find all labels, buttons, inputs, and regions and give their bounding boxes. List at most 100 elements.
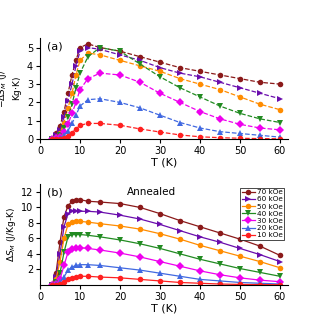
30 kOe: [138, 255, 142, 259]
Y-axis label: $\Delta S_M\ \mathrm{(J/Kg\text{-}K)}$: $\Delta S_M\ \mathrm{(J/Kg\text{-}K)}$: [5, 207, 18, 262]
40 kOe: [138, 242, 142, 246]
10 kOe: [50, 283, 54, 287]
10 kOe: [86, 274, 90, 278]
60 kOe: [218, 240, 222, 244]
50 kOe: [138, 227, 142, 231]
30 kOe: [238, 276, 242, 280]
30 kOe: [158, 260, 162, 263]
50 kOe: [70, 220, 74, 224]
70 kOe: [58, 240, 62, 244]
20 kOe: [118, 266, 122, 270]
20 kOe: [78, 263, 82, 267]
20 kOe: [278, 282, 282, 286]
30 kOe: [98, 248, 102, 252]
50 kOe: [98, 222, 102, 226]
Line: 50 kOe: 50 kOe: [49, 219, 283, 288]
70 kOe: [54, 271, 58, 275]
20 kOe: [54, 283, 58, 286]
50 kOe: [50, 283, 54, 287]
20 kOe: [198, 277, 202, 281]
60 kOe: [258, 253, 262, 257]
20 kOe: [218, 279, 222, 283]
60 kOe: [58, 252, 62, 256]
70 kOe: [198, 225, 202, 229]
Text: (b): (b): [47, 187, 63, 197]
40 kOe: [74, 233, 78, 236]
40 kOe: [238, 267, 242, 270]
30 kOe: [70, 247, 74, 251]
70 kOe: [118, 202, 122, 205]
60 kOe: [62, 225, 66, 229]
20 kOe: [74, 264, 78, 268]
Line: 10 kOe: 10 kOe: [49, 274, 283, 288]
40 kOe: [66, 235, 70, 239]
40 kOe: [98, 235, 102, 239]
10 kOe: [66, 277, 70, 281]
50 kOe: [62, 236, 66, 240]
30 kOe: [278, 280, 282, 284]
50 kOe: [66, 222, 70, 226]
40 kOe: [50, 283, 54, 287]
20 kOe: [158, 271, 162, 275]
40 kOe: [178, 252, 182, 256]
70 kOe: [50, 283, 54, 287]
40 kOe: [198, 257, 202, 261]
60 kOe: [86, 209, 90, 213]
30 kOe: [74, 246, 78, 250]
50 kOe: [58, 260, 62, 263]
60 kOe: [50, 283, 54, 287]
30 kOe: [218, 273, 222, 277]
40 kOe: [70, 233, 74, 236]
50 kOe: [178, 237, 182, 241]
40 kOe: [58, 271, 62, 275]
X-axis label: T (K): T (K): [151, 303, 177, 313]
10 kOe: [78, 274, 82, 278]
30 kOe: [54, 282, 58, 286]
70 kOe: [78, 198, 82, 202]
50 kOe: [258, 260, 262, 263]
70 kOe: [258, 244, 262, 248]
20 kOe: [258, 281, 262, 285]
20 kOe: [138, 268, 142, 272]
50 kOe: [74, 220, 78, 223]
40 kOe: [86, 233, 90, 237]
60 kOe: [138, 217, 142, 221]
40 kOe: [218, 262, 222, 266]
Text: (a): (a): [47, 41, 63, 52]
70 kOe: [98, 200, 102, 204]
20 kOe: [58, 281, 62, 284]
40 kOe: [54, 281, 58, 284]
10 kOe: [118, 276, 122, 280]
X-axis label: T (K): T (K): [151, 157, 177, 167]
20 kOe: [50, 283, 54, 287]
50 kOe: [54, 277, 58, 281]
60 kOe: [78, 209, 82, 213]
60 kOe: [54, 275, 58, 279]
60 kOe: [98, 210, 102, 214]
Line: 60 kOe: 60 kOe: [49, 208, 283, 288]
Y-axis label: $-\Delta S_M\ \mathrm{(J/}$
$\mathrm{Kg{\cdot}K)}$: $-\Delta S_M\ \mathrm{(J/}$ $\mathrm{Kg{…: [0, 69, 24, 108]
10 kOe: [278, 283, 282, 287]
30 kOe: [66, 250, 70, 254]
60 kOe: [238, 246, 242, 250]
50 kOe: [218, 249, 222, 253]
50 kOe: [118, 224, 122, 228]
Line: 40 kOe: 40 kOe: [49, 232, 283, 288]
50 kOe: [158, 232, 162, 236]
70 kOe: [278, 253, 282, 257]
40 kOe: [278, 274, 282, 278]
40 kOe: [118, 238, 122, 242]
70 kOe: [70, 199, 74, 203]
30 kOe: [78, 246, 82, 250]
30 kOe: [86, 246, 90, 250]
Text: Annealed: Annealed: [127, 187, 176, 197]
Line: 20 kOe: 20 kOe: [49, 262, 283, 288]
20 kOe: [238, 281, 242, 284]
Line: 70 kOe: 70 kOe: [49, 197, 283, 288]
60 kOe: [74, 209, 78, 212]
10 kOe: [198, 281, 202, 285]
70 kOe: [238, 237, 242, 241]
20 kOe: [98, 264, 102, 268]
70 kOe: [74, 198, 78, 202]
70 kOe: [158, 212, 162, 216]
